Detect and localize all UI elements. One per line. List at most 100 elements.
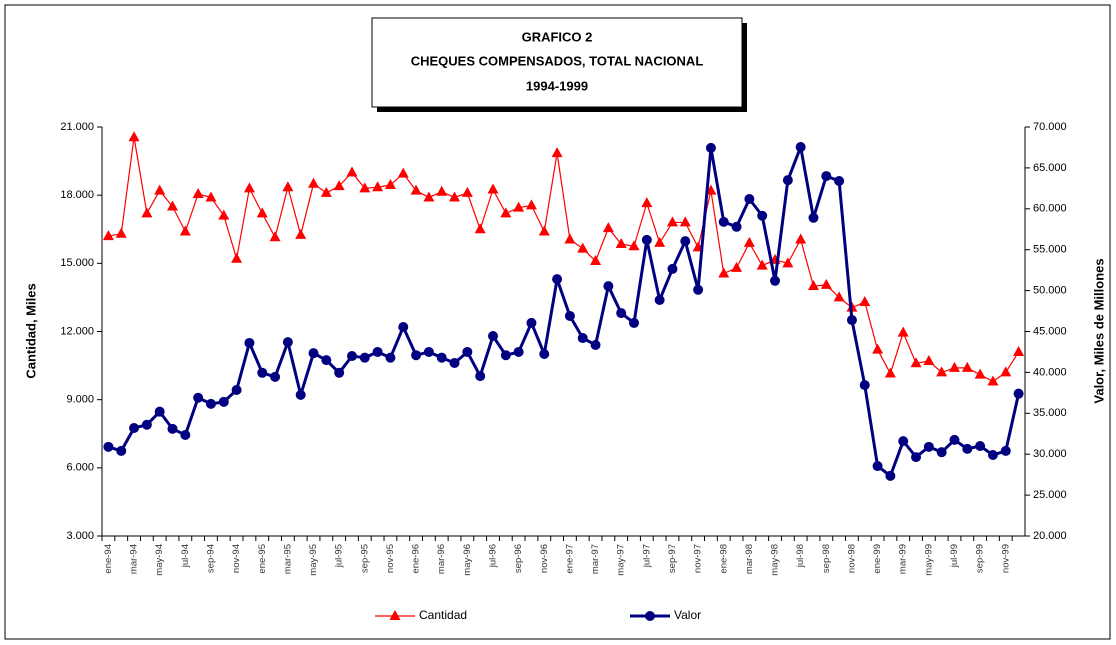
triangle-marker	[961, 361, 973, 372]
circle-marker	[539, 348, 550, 359]
circle-marker	[654, 295, 665, 306]
circle-marker	[603, 281, 614, 292]
circle-marker	[859, 380, 870, 391]
triangle-marker	[372, 181, 384, 192]
circle-marker	[718, 216, 729, 227]
triangle-marker	[820, 278, 832, 289]
circle-marker	[795, 142, 806, 153]
circle-marker	[564, 310, 575, 321]
circle-marker	[475, 371, 486, 382]
y-tick-label: 12.000	[60, 325, 94, 337]
circle-marker	[552, 274, 563, 285]
y2-tick-label: 30.000	[1033, 448, 1067, 460]
triangle-marker	[269, 231, 281, 242]
x-tick-label: mar-97	[590, 544, 601, 574]
y-tick-label: 15.000	[60, 257, 94, 269]
circle-marker	[949, 434, 960, 445]
circle-marker	[411, 350, 422, 361]
circle-marker	[141, 419, 152, 430]
circle-marker	[487, 330, 498, 341]
triangle-marker	[731, 261, 743, 272]
circle-marker	[346, 351, 357, 362]
circle-marker	[398, 322, 409, 333]
circle-marker	[103, 441, 114, 452]
triangle-marker	[474, 223, 486, 234]
y-tick-label: 21.000	[60, 121, 94, 133]
x-tick-label: nov-99	[1000, 544, 1011, 573]
circle-marker	[616, 308, 627, 319]
y2-axis-label: Valor, Miles de Millones	[1091, 258, 1106, 403]
triangle-marker	[243, 182, 255, 193]
circle-marker	[705, 142, 716, 153]
circle-marker	[282, 337, 293, 348]
triangle-marker	[628, 240, 640, 251]
triangle-marker	[231, 252, 243, 263]
circle-marker	[116, 445, 127, 456]
title-box	[371, 17, 743, 108]
triangle-marker	[923, 355, 935, 366]
circle-marker	[987, 450, 998, 461]
triangle-marker	[654, 236, 666, 247]
triangle-marker	[872, 343, 884, 354]
triangle-marker	[807, 280, 819, 291]
circle-marker	[231, 384, 242, 395]
triangle-marker	[295, 228, 307, 239]
circle-marker	[295, 389, 306, 400]
triangle-marker	[256, 207, 268, 218]
triangle-marker	[538, 225, 550, 236]
circle-marker	[321, 355, 332, 366]
y2-tick-label: 35.000	[1033, 407, 1067, 419]
circle-marker	[898, 436, 909, 447]
circle-marker	[193, 392, 204, 403]
circle-marker	[757, 210, 768, 221]
triangle-marker	[436, 185, 448, 196]
circle-marker	[257, 367, 268, 378]
x-tick-label: nov-96	[539, 544, 550, 573]
circle-marker	[911, 452, 922, 463]
circle-marker	[1000, 445, 1011, 456]
circle-marker	[129, 423, 140, 434]
triangle-marker	[192, 188, 204, 199]
circle-marker	[167, 423, 178, 434]
y2-tick-label: 65.000	[1033, 162, 1067, 174]
triangle-marker	[577, 242, 589, 253]
circle-marker	[577, 333, 588, 344]
triangle-marker	[679, 216, 691, 227]
circle-marker	[180, 429, 191, 440]
series-line	[108, 137, 1020, 383]
triangle-marker	[974, 368, 986, 379]
x-tick-label: mar-96	[436, 544, 447, 574]
triangle-marker	[115, 227, 127, 238]
triangle-marker	[384, 178, 396, 189]
x-tick-label: jul-99	[949, 544, 960, 568]
triangle-marker	[128, 131, 140, 142]
triangle-marker	[397, 167, 409, 178]
x-tick-label: may-99	[923, 544, 934, 576]
y2-tick-label: 55.000	[1033, 244, 1067, 256]
x-tick-label: may-94	[154, 544, 165, 576]
triangle-marker	[884, 367, 896, 378]
x-tick-label: mar-99	[898, 544, 909, 574]
circle-marker	[872, 461, 883, 472]
x-tick-label: mar-94	[129, 544, 140, 574]
x-tick-label: sep-97	[667, 544, 678, 573]
triangle-marker	[743, 236, 755, 247]
triangle-marker	[859, 295, 871, 306]
x-tick-label: ene-95	[257, 544, 268, 574]
x-tick-label: jul-96	[488, 544, 499, 568]
circle-marker	[436, 352, 447, 363]
x-tick-label: ene-98	[718, 544, 729, 574]
y2-tick-label: 70.000	[1033, 121, 1067, 133]
circle-marker	[513, 346, 524, 357]
triangle-marker	[1000, 366, 1012, 377]
x-tick-label: sep-95	[359, 544, 370, 573]
legend-label: Valor	[674, 608, 701, 622]
chart-title: GRAFICO 2	[522, 29, 593, 44]
triangle-marker	[500, 207, 512, 218]
circle-marker	[731, 221, 742, 232]
triangle-marker	[205, 191, 217, 202]
y2-tick-label: 25.000	[1033, 489, 1067, 501]
triangle-marker	[333, 180, 345, 191]
triangle-marker	[590, 255, 602, 266]
